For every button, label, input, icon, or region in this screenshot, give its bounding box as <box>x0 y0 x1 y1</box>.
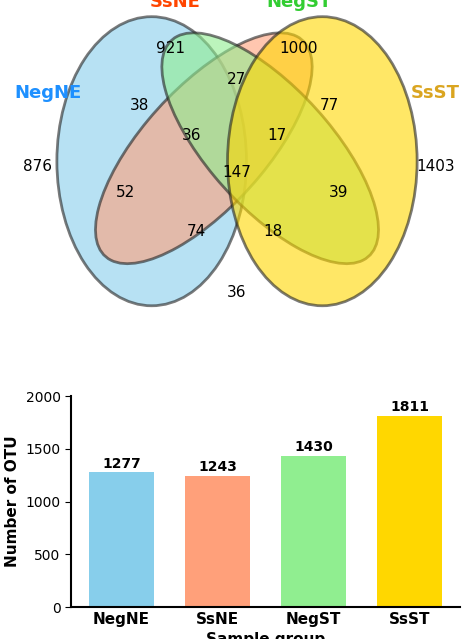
Ellipse shape <box>95 33 312 264</box>
Text: 1430: 1430 <box>294 440 333 454</box>
Text: 77: 77 <box>320 98 339 113</box>
Text: SsST: SsST <box>411 84 460 102</box>
Bar <box>377 416 442 607</box>
Text: 1000: 1000 <box>279 41 318 56</box>
Bar <box>89 472 154 607</box>
X-axis label: Sample group: Sample group <box>206 633 325 639</box>
Ellipse shape <box>57 17 246 305</box>
Text: 52: 52 <box>116 185 135 200</box>
Bar <box>281 456 346 607</box>
Y-axis label: Number of OTU: Number of OTU <box>5 436 20 567</box>
Text: 74: 74 <box>187 224 206 239</box>
Text: 921: 921 <box>156 41 185 56</box>
Text: NegST: NegST <box>266 0 331 11</box>
Ellipse shape <box>228 17 417 305</box>
Text: 36: 36 <box>182 128 202 142</box>
Text: 27: 27 <box>228 72 246 87</box>
Text: 876: 876 <box>23 159 53 174</box>
Text: 39: 39 <box>329 185 349 200</box>
Text: 1811: 1811 <box>390 400 429 414</box>
Text: NegNE: NegNE <box>14 84 82 102</box>
Text: 1277: 1277 <box>102 456 141 470</box>
Ellipse shape <box>162 33 379 264</box>
Text: 1403: 1403 <box>417 159 456 174</box>
Text: 17: 17 <box>268 128 287 142</box>
Text: 38: 38 <box>130 98 149 113</box>
Bar <box>185 476 250 607</box>
Text: SsNE: SsNE <box>150 0 201 11</box>
Text: 1243: 1243 <box>198 460 237 474</box>
Text: 18: 18 <box>263 224 282 239</box>
Text: 36: 36 <box>227 285 247 300</box>
Text: 147: 147 <box>223 165 251 180</box>
